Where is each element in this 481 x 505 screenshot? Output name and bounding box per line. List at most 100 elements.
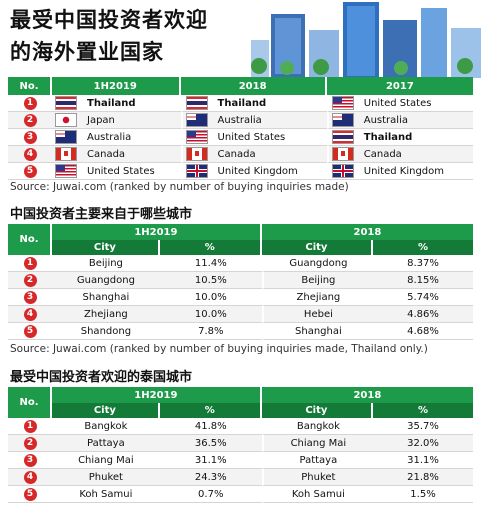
country-name: United Kingdom	[363, 165, 445, 177]
rank-badge: 3	[23, 290, 37, 304]
uk-flag-icon	[331, 164, 354, 178]
city-cell: Pattaya	[52, 435, 160, 452]
table-row: 2 Pattaya 36.5% Chiang Mai 32.0%	[8, 435, 473, 452]
city-cell: Koh Samui	[52, 486, 160, 503]
col-city: City	[52, 240, 160, 255]
top-countries-table: No. 1H2019 2018 2017 1 Thailand Thailand…	[8, 77, 473, 180]
country-name: Thailand	[217, 97, 267, 109]
section-title: 最受中国投资者欢迎的泰国城市	[10, 370, 193, 385]
col-percent: %	[159, 403, 262, 418]
city-cell: Chiang Mai	[261, 435, 373, 452]
col-1h2019: 1H2019	[52, 387, 262, 403]
percent-cell: 31.1%	[159, 452, 262, 469]
rank-badge: 4	[23, 147, 37, 161]
percent-cell: 36.5%	[159, 435, 262, 452]
country-name: Canada	[363, 148, 402, 160]
rank-badge: 2	[23, 436, 37, 450]
page-title: 最受中国投资者欢迎 的海外置业国家	[10, 4, 208, 68]
usa-flag-icon	[55, 164, 77, 178]
section-title: 中国投资者主要来自于哪些城市	[10, 207, 193, 222]
thailand-flag-icon	[55, 96, 77, 110]
rank-badge: 5	[23, 324, 37, 338]
col-1h2019: 1H2019	[52, 77, 181, 95]
percent-cell: 24.3%	[159, 469, 262, 486]
source-note: Source: Juwai.com (ranked by number of b…	[10, 343, 428, 355]
city-cell: Shandong	[52, 323, 160, 340]
city-cell: Chiang Mai	[52, 452, 160, 469]
city-cell: Shanghai	[52, 289, 160, 306]
col-city: City	[52, 403, 160, 418]
percent-cell: 4.68%	[373, 323, 473, 340]
country-name: Japan	[87, 114, 115, 126]
col-2018: 2018	[180, 77, 327, 95]
canada-flag-icon	[331, 147, 354, 161]
source-note: Source: Juwai.com (ranked by number of b…	[10, 181, 349, 193]
percent-cell: 4.86%	[373, 306, 473, 323]
table-row: 2 Japan Australia Australia	[8, 112, 473, 129]
canada-flag-icon	[55, 147, 77, 161]
table-row: 3 Chiang Mai 31.1% Pattaya 31.1%	[8, 452, 473, 469]
city-cell: Phuket	[52, 469, 160, 486]
table-row: 2 Guangdong 10.5% Beijing 8.15%	[8, 272, 473, 289]
header-banner: 最受中国投资者欢迎 的海外置业国家	[0, 0, 481, 78]
investor-cities-table: No. 1H2019 2018 City % City % 1 Beijing 11…	[8, 224, 473, 340]
percent-cell: 32.0%	[373, 435, 473, 452]
country-name: Canada	[87, 148, 126, 160]
rank-badge: 2	[23, 273, 37, 287]
country-name: United States	[87, 165, 155, 177]
percent-cell: 5.74%	[373, 289, 473, 306]
table-row: 5 Shandong 7.8% Shanghai 4.68%	[8, 323, 473, 340]
table-row: 4 Phuket 24.3% Phuket 21.8%	[8, 469, 473, 486]
title-line-2: 的海外置业国家	[10, 40, 164, 64]
percent-cell: 8.37%	[373, 255, 473, 272]
table-row: 3 Shanghai 10.0% Zhejiang 5.74%	[8, 289, 473, 306]
rank-badge: 3	[23, 453, 37, 467]
percent-cell: 8.15%	[373, 272, 473, 289]
percent-cell: 0.7%	[159, 486, 262, 503]
col-no: No.	[8, 77, 52, 95]
col-city: City	[261, 240, 373, 255]
col-percent: %	[159, 240, 262, 255]
country-name: Thailand	[87, 97, 136, 109]
percent-cell: 10.5%	[159, 272, 262, 289]
rank-badge: 4	[23, 307, 37, 321]
australia-flag-icon	[331, 113, 354, 127]
percent-cell: 11.4%	[159, 255, 262, 272]
title-line-1: 最受中国投资者欢迎	[10, 8, 208, 32]
percent-cell: 1.5%	[373, 486, 473, 503]
rank-badge: 2	[23, 113, 37, 127]
col-1h2019: 1H2019	[52, 224, 262, 240]
col-no: No.	[8, 224, 52, 255]
australia-flag-icon	[55, 130, 77, 144]
uk-flag-icon	[185, 164, 208, 178]
canada-flag-icon	[185, 147, 208, 161]
city-cell: Phuket	[261, 469, 373, 486]
table-row: 1 Thailand Thailand United States	[8, 95, 473, 112]
percent-cell: 35.7%	[373, 418, 473, 435]
thai-cities-table: No. 1H2019 2018 City % City % 1 Bangkok 4 1…	[8, 387, 473, 503]
rank-badge: 5	[23, 164, 37, 178]
rank-badge: 1	[23, 419, 37, 433]
country-name: United States	[217, 131, 286, 143]
city-cell: Guangdong	[261, 255, 373, 272]
city-cell: Koh Samui	[261, 486, 373, 503]
table-row: 1 Bangkok 41.8% Bangkok 35.7%	[8, 418, 473, 435]
australia-flag-icon	[185, 113, 208, 127]
rank-badge: 4	[23, 470, 37, 484]
table-row: 5 United States United Kingdom United Ki…	[8, 163, 473, 180]
table-row: 3 Australia United States Thailand	[8, 129, 473, 146]
table-row: 4 Canada Canada Canada	[8, 146, 473, 163]
col-city: City	[261, 403, 373, 418]
city-cell: Guangdong	[52, 272, 160, 289]
table-row: 4 Zhejiang 10.0% Hebei 4.86%	[8, 306, 473, 323]
thailand-flag-icon	[185, 96, 208, 110]
city-skyline-illustration	[251, 2, 481, 78]
city-cell: Bangkok	[261, 418, 373, 435]
col-2018: 2018	[261, 387, 473, 403]
col-no: No.	[8, 387, 52, 418]
city-cell: Bangkok	[52, 418, 160, 435]
country-name: Australia	[87, 131, 132, 143]
country-name: United States	[363, 97, 432, 109]
col-percent: %	[373, 403, 473, 418]
percent-cell: 21.8%	[373, 469, 473, 486]
